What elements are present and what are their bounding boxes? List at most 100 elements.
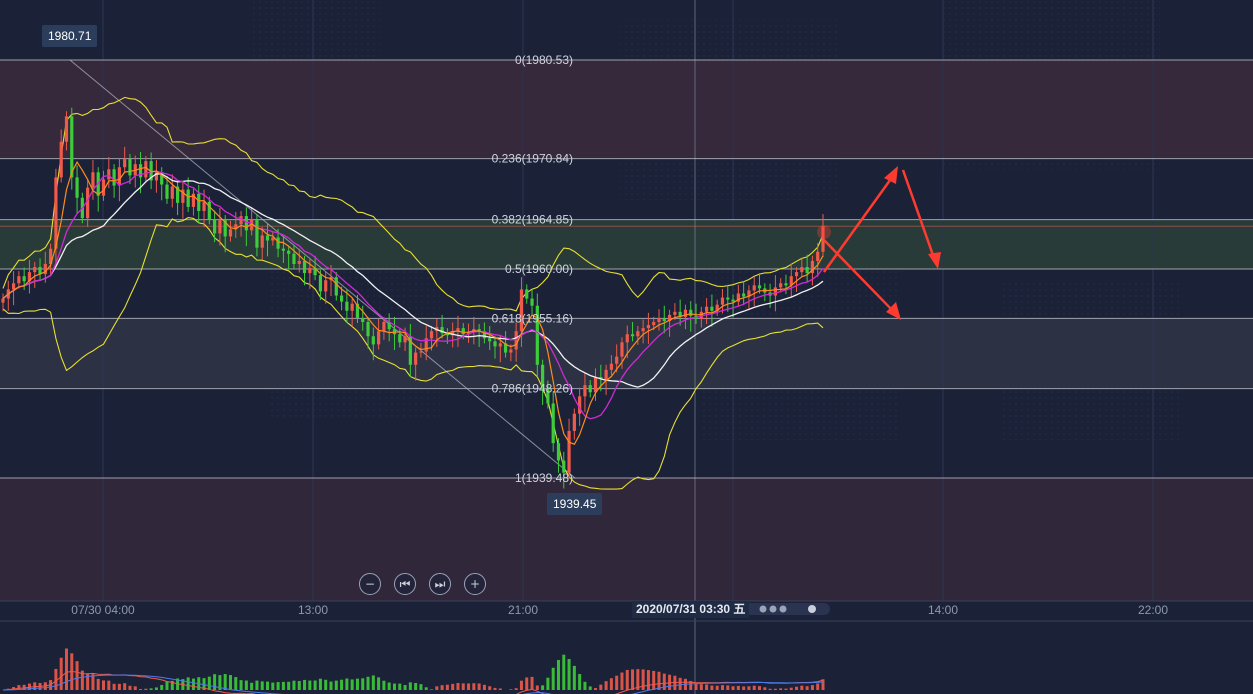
macd-bar	[583, 681, 587, 690]
candle-body	[546, 389, 550, 404]
candle-body	[673, 311, 677, 315]
macd-bar	[604, 681, 608, 690]
macd-bar	[255, 680, 259, 690]
candle-body	[488, 338, 492, 342]
macd-bar	[620, 672, 624, 690]
zoom-in-button[interactable]: +	[464, 573, 486, 595]
candle-body	[588, 385, 592, 393]
macd-bar	[705, 684, 709, 690]
candle-body	[75, 177, 79, 198]
candle-body	[123, 159, 127, 168]
fib-zone	[0, 478, 1253, 601]
candle-body	[742, 293, 746, 297]
macd-bar	[467, 683, 471, 690]
macd-bar	[107, 680, 111, 690]
macd-bar	[609, 678, 613, 690]
ma-mid-line	[2, 170, 824, 420]
candle-body	[302, 260, 307, 274]
macd-bar	[324, 679, 328, 690]
candle-body	[345, 301, 349, 311]
macd-bar	[461, 683, 465, 690]
previous-button[interactable]: ⏮	[394, 573, 416, 595]
ma-fast-line	[2, 160, 824, 445]
macd-bar	[625, 669, 629, 690]
macd-bar	[768, 688, 772, 690]
macd-bar	[334, 680, 338, 690]
macd-bar	[588, 686, 592, 690]
macd-bar	[387, 682, 391, 690]
candle-body	[160, 172, 164, 185]
candle-body	[154, 172, 159, 181]
candle-body	[366, 322, 370, 337]
fib-level-label: 0(1980.53)	[515, 53, 573, 67]
macd-bar	[186, 677, 190, 690]
fib-level-label: 0.618(1955.16)	[492, 311, 573, 325]
bollinger-upper	[2, 96, 824, 312]
candle-body	[784, 283, 788, 286]
macd-bar	[419, 684, 423, 690]
macd-bar	[742, 686, 746, 690]
macd-bar	[266, 681, 270, 690]
macd-bar	[779, 688, 783, 690]
cursor-time-label: 2020/07/31 03:30 五	[632, 601, 750, 618]
macd-bar	[271, 682, 275, 690]
candle-body	[382, 322, 386, 332]
macd-bar	[22, 684, 26, 690]
macd-bar	[805, 686, 809, 690]
macd-bar	[260, 681, 264, 690]
macd-bar	[689, 680, 693, 690]
zoom-out-button[interactable]: −	[359, 573, 381, 595]
candle-body	[641, 328, 645, 332]
candlesticks	[1, 107, 825, 489]
macd-bar	[541, 685, 545, 690]
macd-bar	[795, 686, 799, 690]
candle-body	[265, 235, 270, 241]
moving-averages	[2, 160, 824, 445]
candle-body	[789, 276, 793, 286]
macd-bar	[816, 683, 820, 690]
candle-body	[165, 184, 169, 199]
next-button[interactable]: ⏭	[429, 573, 451, 595]
macd-panel	[2, 648, 825, 694]
macd-bar	[292, 680, 296, 690]
macd-dea-line	[2, 674, 824, 694]
macd-bar	[567, 659, 571, 690]
candle-body	[70, 116, 74, 178]
macd-bar	[752, 685, 756, 690]
macd-bar	[641, 669, 645, 690]
candle-body	[419, 351, 423, 353]
macd-bar	[472, 683, 476, 690]
candle-body	[334, 277, 338, 296]
x-tick-label: 21:00	[508, 603, 538, 617]
macd-bar	[519, 680, 523, 690]
candle-body	[578, 396, 582, 414]
macd-bar	[456, 682, 460, 690]
candle-body	[657, 317, 661, 323]
macd-bar	[715, 685, 719, 690]
macd-bar	[482, 684, 486, 690]
candle-body	[186, 189, 190, 207]
candle-body	[451, 331, 455, 336]
macd-bar	[371, 675, 375, 690]
macd-bar	[250, 682, 254, 690]
candle-body	[250, 219, 254, 231]
macd-bar	[477, 683, 481, 690]
fib-level-label: 0.786(1948.26)	[492, 382, 573, 396]
candle-body	[794, 272, 799, 277]
macd-bar	[699, 684, 703, 690]
candle-body	[117, 167, 121, 186]
macd-bar	[350, 679, 354, 690]
macd-bar	[535, 685, 539, 690]
candle-body	[519, 289, 524, 332]
candle-body	[593, 376, 598, 393]
macd-bar	[117, 683, 121, 690]
candle-body	[318, 275, 323, 292]
macd-bar	[112, 683, 116, 690]
macd-bar	[736, 685, 740, 690]
candle-body	[414, 352, 418, 365]
fib-level-label: 0.382(1964.85)	[492, 213, 573, 227]
macd-bar	[139, 688, 143, 690]
bollinger-bands	[2, 96, 824, 490]
macd-bar	[414, 683, 418, 690]
macd-bar	[340, 679, 344, 690]
